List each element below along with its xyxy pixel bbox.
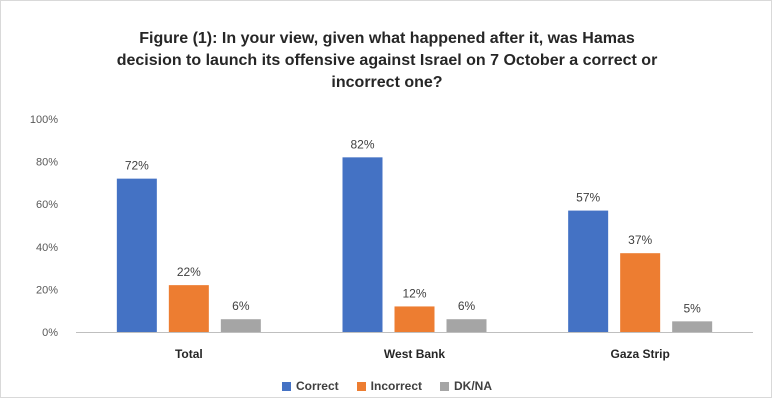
chart-legend: Correct Incorrect DK/NA (1, 379, 772, 393)
y-tick-label: 80% (36, 157, 58, 169)
data-label: 5% (683, 301, 701, 315)
legend-swatch-correct (281, 381, 291, 391)
data-label: 12% (402, 286, 426, 300)
y-tick-label: 100% (30, 114, 58, 126)
data-label: 6% (232, 299, 250, 313)
bar-correct-total (116, 178, 157, 332)
y-tick-label: 60% (36, 199, 58, 211)
legend-item-correct: Correct (281, 379, 339, 393)
legend-swatch-dkna (440, 381, 450, 391)
legend-label-dkna: DK/NA (454, 379, 493, 393)
bar-correct-gaza-strip (568, 210, 609, 332)
bar-dk-na-west-bank (446, 319, 487, 332)
x-category-label: Total (175, 347, 203, 361)
y-tick-label: 40% (36, 242, 58, 254)
bar-incorrect-west-bank (394, 306, 435, 332)
bar-incorrect-gaza-strip (620, 253, 661, 332)
legend-label-incorrect: Incorrect (370, 379, 423, 393)
data-label: 82% (350, 137, 374, 151)
x-category-label: Gaza Strip (610, 347, 669, 361)
data-label: 57% (576, 191, 600, 205)
legend-item-dkna: DK/NA (440, 379, 492, 393)
bar-dk-na-total (220, 319, 261, 332)
bar-correct-west-bank (342, 157, 383, 332)
bar-incorrect-total (168, 285, 209, 332)
x-category-label: West Bank (384, 347, 445, 361)
chart-title-line-3: incorrect one? (331, 74, 443, 91)
legend-item-incorrect: Incorrect (356, 379, 423, 393)
data-label: 22% (177, 265, 201, 279)
data-label: 6% (458, 299, 476, 313)
chart-title-line-1: Figure (1): In your view, given what hap… (139, 30, 635, 47)
data-label: 72% (125, 159, 149, 173)
data-label: 37% (628, 233, 652, 247)
chart-title-line-2: decision to launch its offensive against… (116, 52, 658, 69)
legend-swatch-incorrect (356, 381, 366, 391)
y-tick-label: 0% (42, 327, 58, 339)
legend-label-correct: Correct (295, 379, 339, 393)
y-tick-label: 20% (36, 284, 58, 296)
bar-dk-na-gaza-strip (672, 321, 713, 332)
